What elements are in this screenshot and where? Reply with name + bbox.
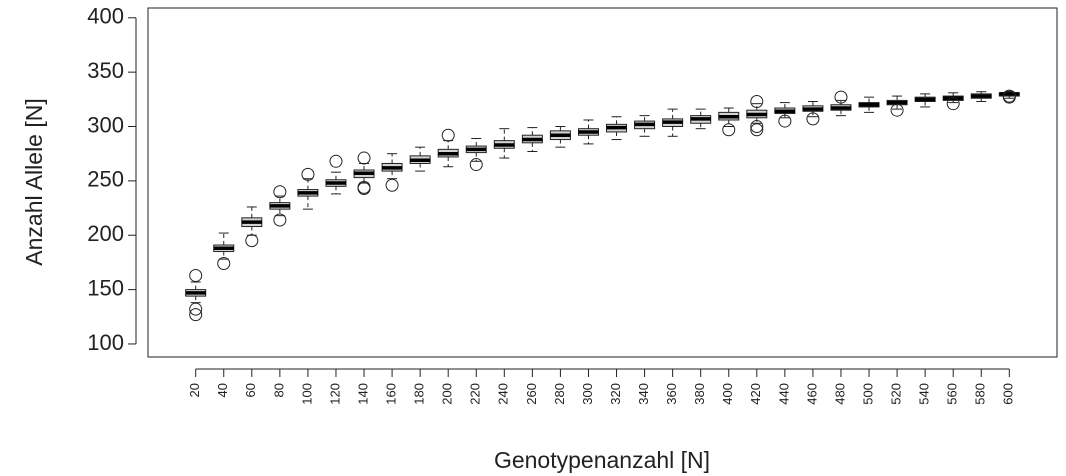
outlier <box>890 103 904 117</box>
x-tick-label: 240 <box>496 383 511 405</box>
x-tick-label: 340 <box>636 383 651 405</box>
outlier <box>189 268 203 282</box>
outlier <box>329 154 343 168</box>
x-tick-label: 440 <box>776 383 791 405</box>
y-tick-label: 300 <box>87 112 124 137</box>
x-tick-label: 600 <box>1001 383 1016 405</box>
outlier <box>385 178 399 192</box>
outlier <box>806 112 820 126</box>
x-tick-label: 60 <box>243 383 258 397</box>
x-tick-label: 300 <box>580 383 595 405</box>
outlier <box>778 114 792 128</box>
outlier <box>217 256 231 270</box>
y-tick-label: 100 <box>87 330 124 355</box>
x-tick-label: 180 <box>412 383 427 405</box>
x-tick-label: 100 <box>299 383 314 405</box>
outlier <box>722 123 736 137</box>
outlier <box>469 158 483 172</box>
y-tick-label: 350 <box>87 58 124 83</box>
x-tick-label: 120 <box>327 383 342 405</box>
x-tick-label: 140 <box>355 383 370 405</box>
x-tick-label: 280 <box>552 383 567 405</box>
y-tick-label: 400 <box>87 4 124 29</box>
x-tick-label: 560 <box>945 383 960 405</box>
x-tick-label: 380 <box>692 383 707 405</box>
outlier <box>750 120 764 134</box>
x-tick-label: 540 <box>917 383 932 405</box>
x-tick-label: 400 <box>720 383 735 405</box>
outlier <box>245 234 259 248</box>
outlier <box>273 213 287 227</box>
x-tick-label: 520 <box>889 383 904 405</box>
outlier <box>189 302 203 316</box>
y-tick-label: 150 <box>87 275 124 300</box>
outlier <box>301 167 315 181</box>
x-tick-label: 80 <box>271 383 286 397</box>
y-tick-label: 250 <box>87 167 124 192</box>
x-tick-label: 420 <box>748 383 763 405</box>
outlier <box>750 95 764 109</box>
outlier <box>946 97 960 111</box>
outlier <box>834 90 848 104</box>
y-tick-label: 200 <box>87 221 124 246</box>
outlier <box>750 123 764 137</box>
x-tick-label: 580 <box>973 383 988 405</box>
outlier <box>273 185 287 199</box>
outlier <box>357 151 371 165</box>
x-tick-label: 480 <box>832 383 847 405</box>
x-tick-label: 460 <box>804 383 819 405</box>
x-tick-label: 40 <box>215 383 230 397</box>
x-tick-label: 200 <box>440 383 455 405</box>
plot-frame <box>147 7 1058 358</box>
x-tick-label: 360 <box>664 383 679 405</box>
y-axis-label: Anzahl Allele [N] <box>21 98 47 265</box>
x-tick-label: 160 <box>384 383 399 405</box>
x-tick-label: 320 <box>608 383 623 405</box>
outlier <box>357 181 371 195</box>
outlier <box>441 128 455 142</box>
x-tick-label: 500 <box>860 383 875 405</box>
x-tick-label: 20 <box>187 383 202 397</box>
x-tick-label: 260 <box>524 383 539 405</box>
outlier <box>189 308 203 322</box>
x-tick-label: 220 <box>468 383 483 405</box>
outlier <box>1002 89 1016 103</box>
x-axis-label: Genotypenanzahl [N] <box>494 447 710 473</box>
